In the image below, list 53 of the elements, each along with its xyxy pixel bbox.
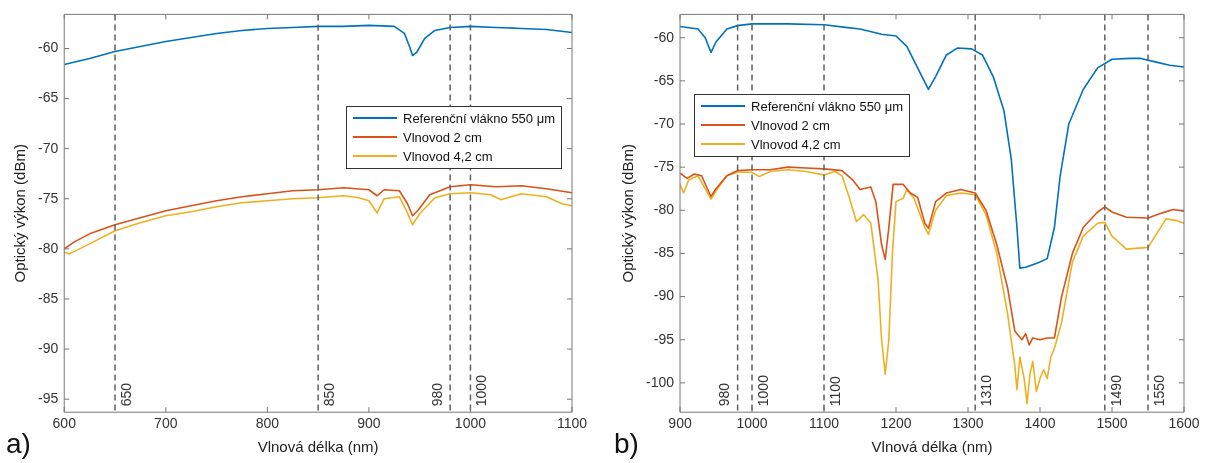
x-tick-label: 1600 [1168,415,1200,432]
y-tick-label: -95 [653,330,675,347]
text: b) [614,427,639,459]
legend-label: Referenční vlákno 550 μm [403,110,556,126]
y-tick-label: -75 [38,189,59,206]
x-tick-label: 1100 [556,415,588,432]
x-tick-label: 600 [52,415,77,432]
x-tick-label: 1400 [1024,415,1056,432]
y-axis-title: Optický výkon (dBm) [619,144,637,283]
y-tick-label: -70 [38,139,59,156]
ref-line-label: 1100 [826,375,843,407]
y-tick-label: -75 [653,157,675,174]
ref-line-label: 1490 [1107,374,1124,407]
y-tick-label: -90 [38,339,59,356]
x-tick-label: 1000 [454,415,487,432]
legend-label: Vlnovod 4,2 cm [403,148,493,164]
x-tick-label: 1300 [952,415,984,432]
ref-line-label: 1000 [754,374,771,407]
ref-line-label: 1550 [1150,374,1167,407]
x-axis-title: Vlnová délka (nm) [871,438,993,456]
x-tick-label: 800 [255,415,280,432]
x-tick-label: 900 [668,415,692,432]
y-tick-label: -65 [653,71,675,88]
ref-line-label: 1000 [473,374,490,407]
ref-line-label: 1310 [978,374,995,407]
legend-label: Vlnovod 2 cm [751,117,830,133]
y-tick-label: -60 [653,28,675,45]
legend-label: Vlnovod 2 cm [403,129,482,145]
y-axis-title: Optický výkon (dBm) [11,144,29,283]
y-tick-label: -90 [653,287,675,304]
y-tick-label: -60 [38,39,59,56]
text: a) [6,427,31,459]
x-tick-label: 1100 [808,415,840,432]
y-tick-label: -85 [38,289,59,306]
x-tick-label: 1000 [736,415,768,432]
y-tick-label: -95 [38,390,59,407]
y-tick-label: -80 [38,239,59,256]
ref-line-label: 980 [429,382,445,407]
ref-line-label: 650 [117,382,134,407]
x-tick-label: 1500 [1096,415,1128,432]
x-tick-label: 700 [154,415,178,432]
y-tick-label: -80 [653,201,675,218]
x-tick-label: 900 [357,415,381,432]
y-tick-label: -85 [653,244,675,261]
y-tick-label: -100 [645,373,675,390]
x-axis-title: Vlnová délka (nm) [257,438,379,456]
x-tick-label: 1200 [880,415,912,432]
y-tick-label: -70 [653,114,675,131]
ref-line-label: 980 [716,382,733,407]
ref-line-label: 850 [320,382,337,407]
y-tick-label: -65 [38,89,59,106]
legend-label: Vlnovod 4,2 cm [751,136,841,152]
legend-label: Referenční vlákno 550 μm [751,98,904,114]
